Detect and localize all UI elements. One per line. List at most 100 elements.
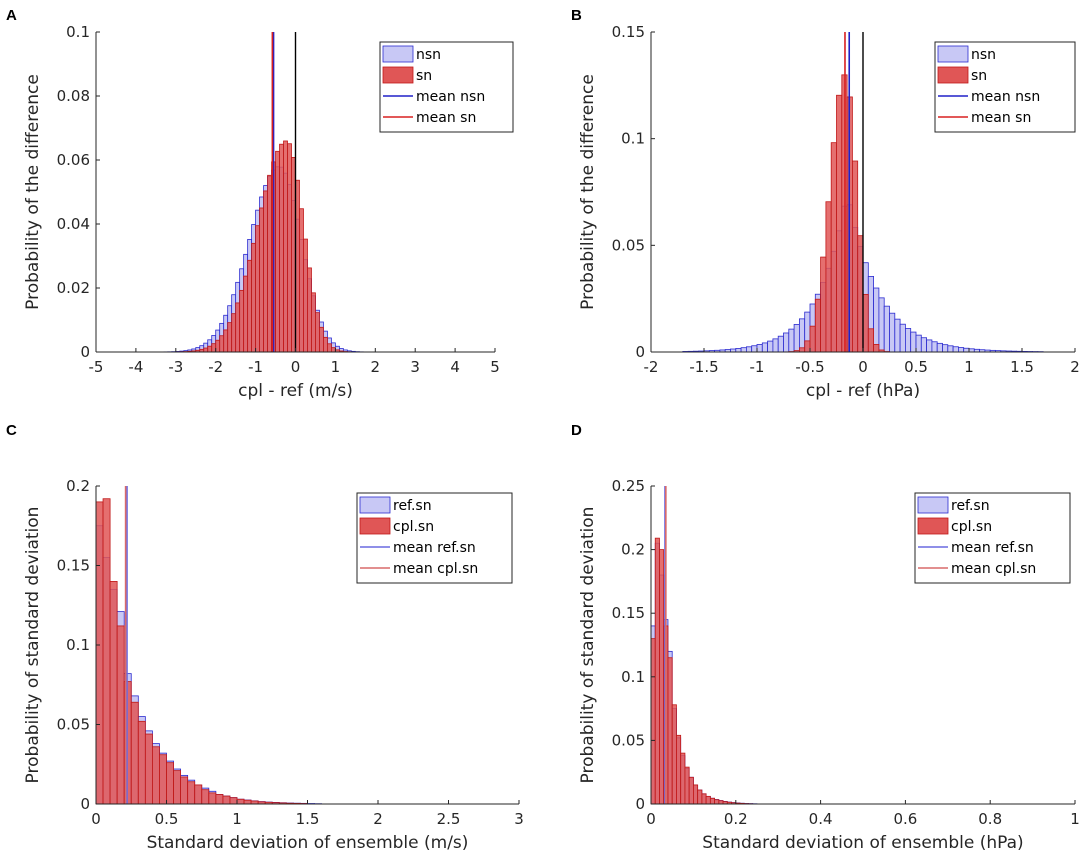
histogram-bar [255,225,260,353]
histogram-bar [109,581,118,805]
histogram-bar [327,343,332,353]
histogram-bar [947,345,954,353]
histogram-bar [227,322,233,353]
x-axis-title: cpl - ref (hPa) [806,381,920,401]
x-tick-label: 0.4 [809,810,833,828]
histogram-bar [311,292,316,353]
histogram-bar [671,704,677,805]
x-tick-label: -1 [248,358,263,376]
x-tick-label: 0.5 [155,810,179,828]
legend-label: sn [971,68,987,84]
legend-label: cpl.sn [951,519,992,535]
x-tick-label: 2 [1070,358,1080,376]
panel-letter: A [6,7,17,24]
histogram-bar [756,344,763,353]
y-tick-label: 0.1 [66,636,90,654]
histogram-bar [654,537,660,805]
histogram-bar [820,256,827,353]
x-tick-label: 0 [858,358,868,376]
x-axis-title: cpl - ref (m/s) [238,381,353,401]
legend: ref.sn cpl.sn mean ref.sn mean cpl.sn [914,492,1071,584]
histogram-bar [735,348,742,353]
histogram-bar [862,293,869,353]
histogram-bar [814,298,821,353]
histogram-bar [761,342,768,353]
histogram-bar [239,289,245,353]
legend-label: mean cpl.sn [951,561,1036,577]
x-tick-label: 1.5 [1010,358,1034,376]
histogram-bar [323,336,328,353]
histogram-bar [942,344,949,353]
y-tick-label: 0.05 [612,731,645,749]
y-tick-label: 0.1 [621,130,645,148]
histogram-cpl-sn [650,537,754,805]
histogram-bar [159,754,167,805]
histogram-bar [852,160,859,353]
histogram-bar [229,797,238,805]
y-axis-title: Probability of standard deviation [578,507,598,784]
x-tick-label: -1.5 [689,358,718,376]
histogram-bar [920,337,927,353]
histogram-bar [144,733,153,805]
histogram-bar [825,201,832,353]
panel-a: A -5 -4 -3 -2 -1 0 1 2 3 4 5 0 0.02 0.04 0.06 0.08 0.1 cpl… [6,7,514,401]
x-tick-label: 0.5 [904,358,928,376]
histogram-bar [203,347,209,353]
x-tick-label: 5 [490,358,500,376]
histogram-bar [963,347,970,353]
legend-swatch [359,517,391,535]
histogram-bar [952,346,959,353]
histogram-bar [231,313,237,353]
histogram-bar [857,235,864,353]
y-tick-label: 0.15 [612,604,645,622]
legend-label: sn [416,68,432,84]
x-tick-label: -4 [128,358,143,376]
histogram-bar [680,752,686,805]
histogram-bar [793,324,800,353]
histogram-bar [883,305,890,353]
legend-label: mean cpl.sn [393,561,478,577]
histogram-bar [676,734,682,805]
y-tick-label: 0.15 [612,23,645,41]
histogram-bar [243,275,249,353]
histogram-bar [788,328,795,353]
histogram-bar [235,302,241,353]
histogram-bar [211,343,217,353]
histogram-bar [701,793,707,805]
y-tick-label: 0 [80,343,90,361]
histogram-bar [287,143,292,353]
histogram-bar [659,549,665,805]
histogram-bar [783,332,790,353]
panel-b: B -2 -1.5 -1 -0.5 0 0.5 1 1.5 2 0 0.05 0.1 0.15 cpl - … [571,7,1080,401]
histogram-bar [899,323,906,353]
x-tick-label: 2.5 [437,810,461,828]
histogram-bar [931,341,938,353]
x-tick-label: 0.8 [978,810,1002,828]
histogram-bar [283,140,288,353]
x-tick-label: 1 [964,358,974,376]
legend: nsn sn mean nsn mean sn [379,41,514,133]
histogram-bar [263,190,268,353]
histogram-bar [799,318,806,353]
histogram-bar [279,143,284,353]
x-tick-label: 2 [371,358,381,376]
legend-label: nsn [971,47,996,63]
histogram-bar [714,799,720,805]
histogram-bar [894,318,901,353]
histogram-bar [926,339,933,353]
x-tick-label: 1 [1070,810,1080,828]
histogram-bar [905,328,912,353]
histogram-bar [208,792,217,805]
legend-label: mean ref.sn [393,540,476,556]
histogram-bar [830,142,837,353]
histogram-bar [809,325,816,353]
x-tick-label: -2 [208,358,223,376]
x-tick-label: 1 [232,810,242,828]
histogram-bar [709,797,715,805]
legend-swatch [359,496,391,514]
histogram-sn [155,140,364,353]
histogram-bar [187,781,196,805]
y-tick-label: 0.05 [612,236,645,254]
histogram-bar [878,297,885,353]
